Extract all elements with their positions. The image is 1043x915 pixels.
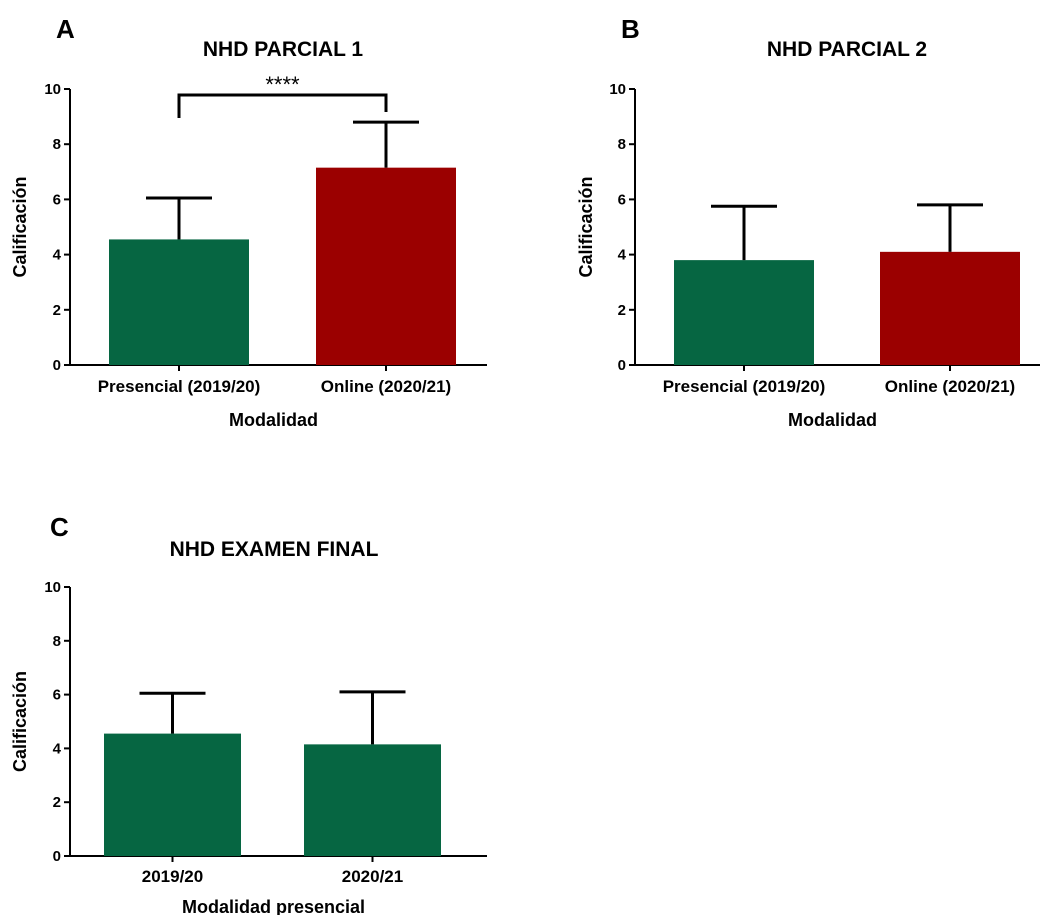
y-tick-label: 4	[618, 247, 627, 264]
bar	[304, 744, 441, 856]
y-tick-label: 8	[53, 633, 61, 650]
panel-letter: A	[56, 14, 75, 44]
bar	[316, 167, 456, 365]
y-tick-label: 2	[618, 302, 626, 319]
y-tick-label: 6	[53, 687, 61, 704]
y-tick-label: 0	[53, 848, 61, 865]
bar	[104, 733, 241, 856]
chart-title: NHD EXAMEN FINAL	[170, 538, 379, 561]
x-axis-label: Modalidad	[229, 410, 318, 430]
panel-letter: B	[621, 14, 640, 44]
y-tick-label: 10	[44, 579, 61, 596]
x-tick-label: 2020/21	[342, 867, 403, 886]
y-tick-label: 6	[618, 191, 626, 208]
x-tick-label: Online (2020/21)	[321, 377, 451, 396]
bar	[674, 260, 814, 365]
y-axis-label: Calificación	[10, 176, 30, 277]
chart-panel-c: C NHD EXAMEN FINAL 0 2 4 6 8 10 2019/20 2020/21 Mo…	[10, 512, 487, 915]
x-tick-label: Presencial (2019/20)	[98, 377, 261, 396]
y-axis-label: Calificación	[10, 671, 30, 772]
x-tick-label: Online (2020/21)	[885, 377, 1015, 396]
y-tick-label: 6	[53, 191, 61, 208]
y-tick-label: 0	[618, 357, 626, 374]
y-tick-label: 4	[53, 247, 62, 264]
y-tick-label: 2	[53, 302, 61, 319]
y-tick-label: 0	[53, 357, 61, 374]
y-tick-label: 2	[53, 794, 61, 811]
y-tick-label: 8	[618, 136, 626, 153]
x-axis-label: Modalidad presencial	[182, 897, 365, 915]
y-tick-label: 10	[44, 81, 61, 98]
significance-bracket	[177, 93, 388, 118]
x-tick-label: Presencial (2019/20)	[663, 377, 826, 396]
chart-title: NHD PARCIAL 2	[767, 38, 927, 61]
significance-label: ****	[265, 72, 300, 97]
x-axis-label: Modalidad	[788, 410, 877, 430]
chart-title: NHD PARCIAL 1	[203, 38, 364, 61]
y-tick-label: 8	[53, 136, 61, 153]
x-tick-label: 2019/20	[142, 867, 203, 886]
y-axis-label: Calificación	[576, 176, 596, 277]
y-tick-label: 4	[53, 740, 62, 757]
bar	[880, 251, 1020, 365]
chart-panel-b: B NHD PARCIAL 2 0 2 4 6 8 10 Presencial (2019/20…	[576, 14, 1040, 430]
y-tick-label: 10	[609, 81, 626, 98]
chart-panel-a: A NHD PARCIAL 1 0 2 4 6 8 10 Presencial (2019/20…	[10, 14, 487, 430]
panel-letter: C	[50, 512, 69, 542]
bar	[109, 239, 249, 365]
